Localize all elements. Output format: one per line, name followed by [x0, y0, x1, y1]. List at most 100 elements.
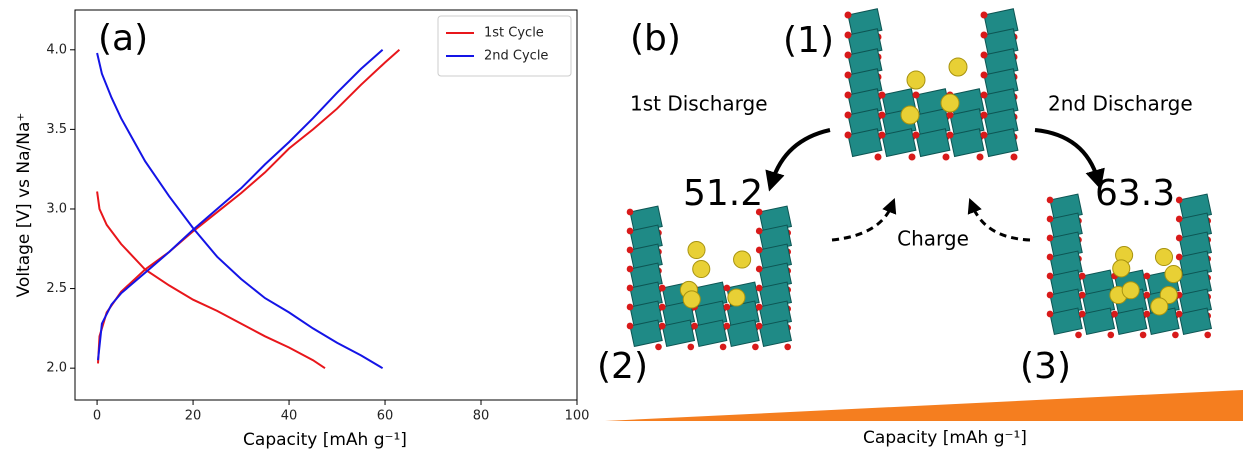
oxygen	[1047, 311, 1054, 318]
oxygen	[1047, 235, 1054, 242]
arrow	[972, 205, 1030, 240]
y-tick-label: 2.5	[46, 281, 67, 296]
x-tick-label: 0	[93, 409, 101, 424]
oxygen	[627, 266, 634, 273]
y-axis-label: Voltage [V] vs Na/Na⁺	[14, 113, 34, 298]
oxygen	[1047, 216, 1054, 223]
sodium	[688, 241, 705, 258]
oxygen	[1140, 332, 1147, 339]
oxygen	[756, 285, 763, 292]
legend-label: 1st Cycle	[484, 26, 544, 41]
oxygen	[1176, 254, 1183, 261]
oxygen	[913, 132, 920, 139]
oxygen	[1144, 273, 1151, 280]
oxygen	[981, 132, 988, 139]
oxygen	[977, 154, 984, 161]
y-tick-label: 3.0	[46, 201, 67, 216]
sodium	[907, 71, 925, 89]
oxygen	[756, 266, 763, 273]
sodium	[1155, 248, 1172, 265]
oxygen	[756, 209, 763, 216]
oxygen	[1144, 292, 1151, 299]
oxygen	[879, 132, 886, 139]
x-tick-label: 40	[281, 409, 298, 424]
sodium	[1122, 282, 1139, 299]
capacity-wedge	[605, 390, 1243, 421]
oxygen	[724, 304, 731, 311]
capacity-value: 51.2	[683, 173, 763, 214]
oxygen	[947, 112, 954, 119]
oxygen	[981, 72, 988, 79]
sodium	[683, 291, 700, 308]
x-tick-label: 20	[185, 409, 202, 424]
y-tick-label: 3.5	[46, 122, 67, 137]
oxygen	[845, 32, 852, 39]
axis-label: Capacity [mAh g⁻¹]	[863, 428, 1027, 448]
oxygen	[875, 154, 882, 161]
figure: (a) Capacity [mAh g⁻¹] Voltage [V] vs Na…	[0, 0, 1243, 452]
panel-label: (a)	[98, 18, 148, 59]
oxygen	[720, 344, 727, 351]
oxygen	[1176, 235, 1183, 242]
oxygen	[845, 132, 852, 139]
panel-label: (b)	[630, 18, 681, 59]
oxygen	[724, 285, 731, 292]
oxygen	[1111, 311, 1118, 318]
oxygen	[1047, 254, 1054, 261]
oxygen	[1079, 273, 1086, 280]
step-label: Charge	[897, 227, 969, 251]
oxygen	[756, 304, 763, 311]
oxygen	[1047, 197, 1054, 204]
oxygen	[627, 228, 634, 235]
oxygen	[845, 72, 852, 79]
oxygen	[691, 323, 698, 330]
oxygen	[627, 285, 634, 292]
oxygen	[1204, 332, 1211, 339]
oxygen	[845, 52, 852, 59]
state-label: (2)	[597, 346, 648, 387]
oxygen	[659, 285, 666, 292]
oxygen	[981, 32, 988, 39]
sodium	[941, 94, 959, 112]
oxygen	[784, 344, 791, 351]
sodium	[1165, 266, 1182, 283]
x-tick-label: 60	[377, 409, 394, 424]
oxygen	[724, 323, 731, 330]
sodium	[1151, 298, 1168, 315]
x-axis-label: Capacity [mAh g⁻¹]	[243, 430, 407, 450]
y-tick-label: 4.0	[46, 42, 67, 57]
oxygen	[687, 344, 694, 351]
step-label: 2nd Discharge	[1048, 92, 1193, 116]
y-tick-label: 2.0	[46, 361, 67, 376]
arrow	[772, 130, 830, 182]
oxygen	[1047, 273, 1054, 280]
legend-label: 2nd Cycle	[484, 49, 548, 64]
oxygen	[1176, 216, 1183, 223]
oxygen	[981, 52, 988, 59]
capacity-value: 63.3	[1095, 173, 1175, 214]
oxygen	[943, 154, 950, 161]
oxygen	[627, 323, 634, 330]
oxygen	[981, 112, 988, 119]
oxygen	[756, 247, 763, 254]
oxygen	[655, 344, 662, 351]
oxygen	[947, 132, 954, 139]
line-series	[97, 50, 399, 368]
oxygen	[627, 247, 634, 254]
sodium	[693, 260, 710, 277]
sodium	[734, 251, 751, 268]
oxygen	[756, 228, 763, 235]
line-series	[97, 50, 383, 368]
oxygen	[879, 92, 886, 99]
oxygen	[981, 92, 988, 99]
oxygen	[879, 112, 886, 119]
state-label: (1)	[783, 20, 834, 61]
x-tick-label: 100	[565, 409, 590, 424]
oxygen	[981, 12, 988, 19]
oxygen	[1172, 332, 1179, 339]
oxygen	[909, 154, 916, 161]
arrow	[1035, 130, 1098, 180]
oxygen	[845, 12, 852, 19]
oxygen	[1079, 311, 1086, 318]
oxygen	[1079, 292, 1086, 299]
